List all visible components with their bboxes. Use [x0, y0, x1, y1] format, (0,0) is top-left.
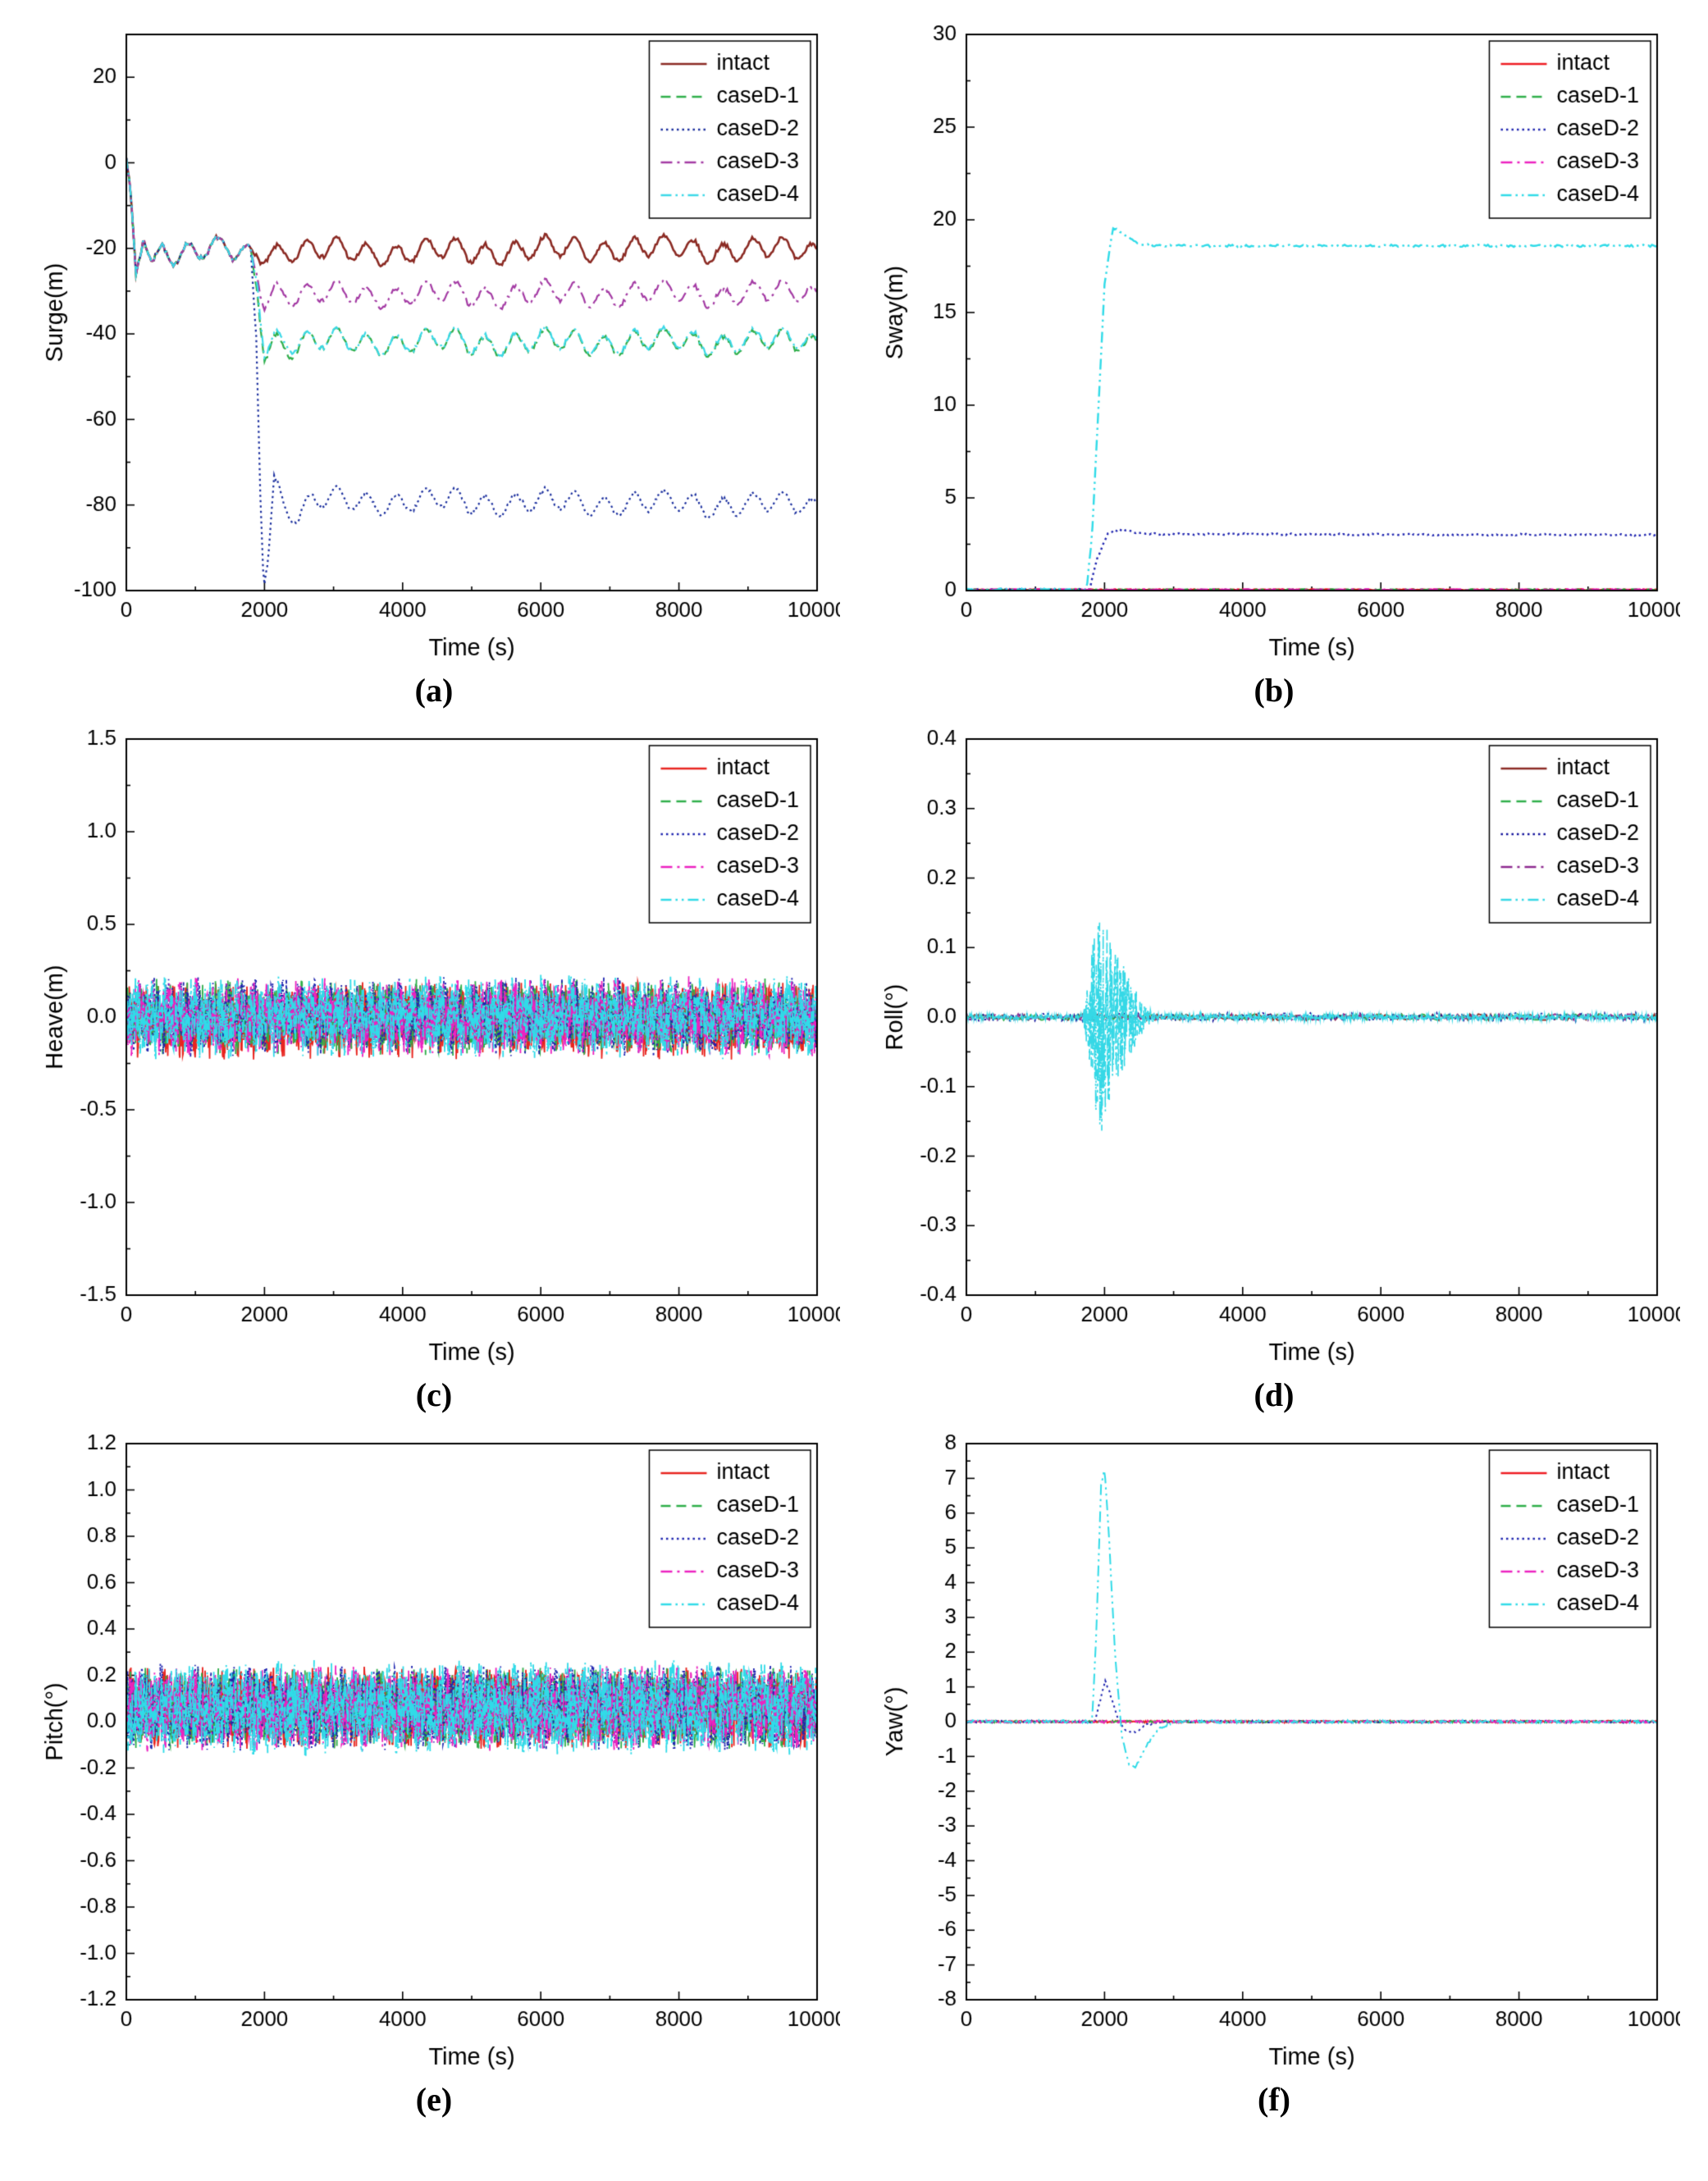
panel-c: (c)	[23, 718, 845, 1414]
chart-canvas-roll	[868, 718, 1680, 1374]
chart-canvas-pitch	[28, 1422, 840, 2078]
panel-caption-d: (d)	[1254, 1376, 1295, 1413]
panel-caption-a: (a)	[414, 672, 454, 709]
panel-caption-c: (c)	[415, 1376, 453, 1413]
panel-f: (f)	[863, 1422, 1685, 2119]
panel-a: (a)	[23, 13, 845, 710]
chart-canvas-yaw	[868, 1422, 1680, 2078]
panel-caption-b: (b)	[1254, 672, 1295, 709]
figure-grid: (a) (b) (c) (d) (e) (f)	[23, 13, 1685, 2119]
chart-canvas-surge	[28, 13, 840, 669]
panel-caption-f: (f)	[1258, 2081, 1290, 2118]
panel-b: (b)	[863, 13, 1685, 710]
panel-e: (e)	[23, 1422, 845, 2119]
chart-canvas-sway	[868, 13, 1680, 669]
panel-d: (d)	[863, 718, 1685, 1414]
chart-canvas-heave	[28, 718, 840, 1374]
panel-caption-e: (e)	[415, 2081, 453, 2118]
